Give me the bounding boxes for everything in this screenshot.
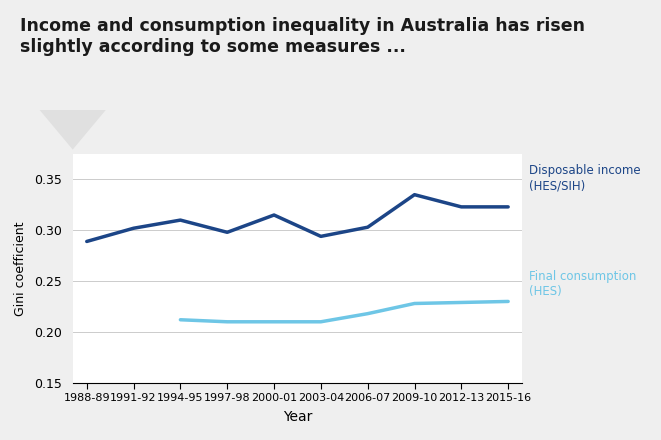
Y-axis label: Gini coefficient: Gini coefficient [15,221,28,315]
X-axis label: Year: Year [283,410,312,424]
Text: Final consumption
(HES): Final consumption (HES) [529,270,636,298]
Text: Disposable income
(HES/SIH): Disposable income (HES/SIH) [529,164,641,192]
Polygon shape [40,110,106,150]
Text: Income and consumption inequality in Australia has risen
slightly according to s: Income and consumption inequality in Aus… [20,17,585,56]
